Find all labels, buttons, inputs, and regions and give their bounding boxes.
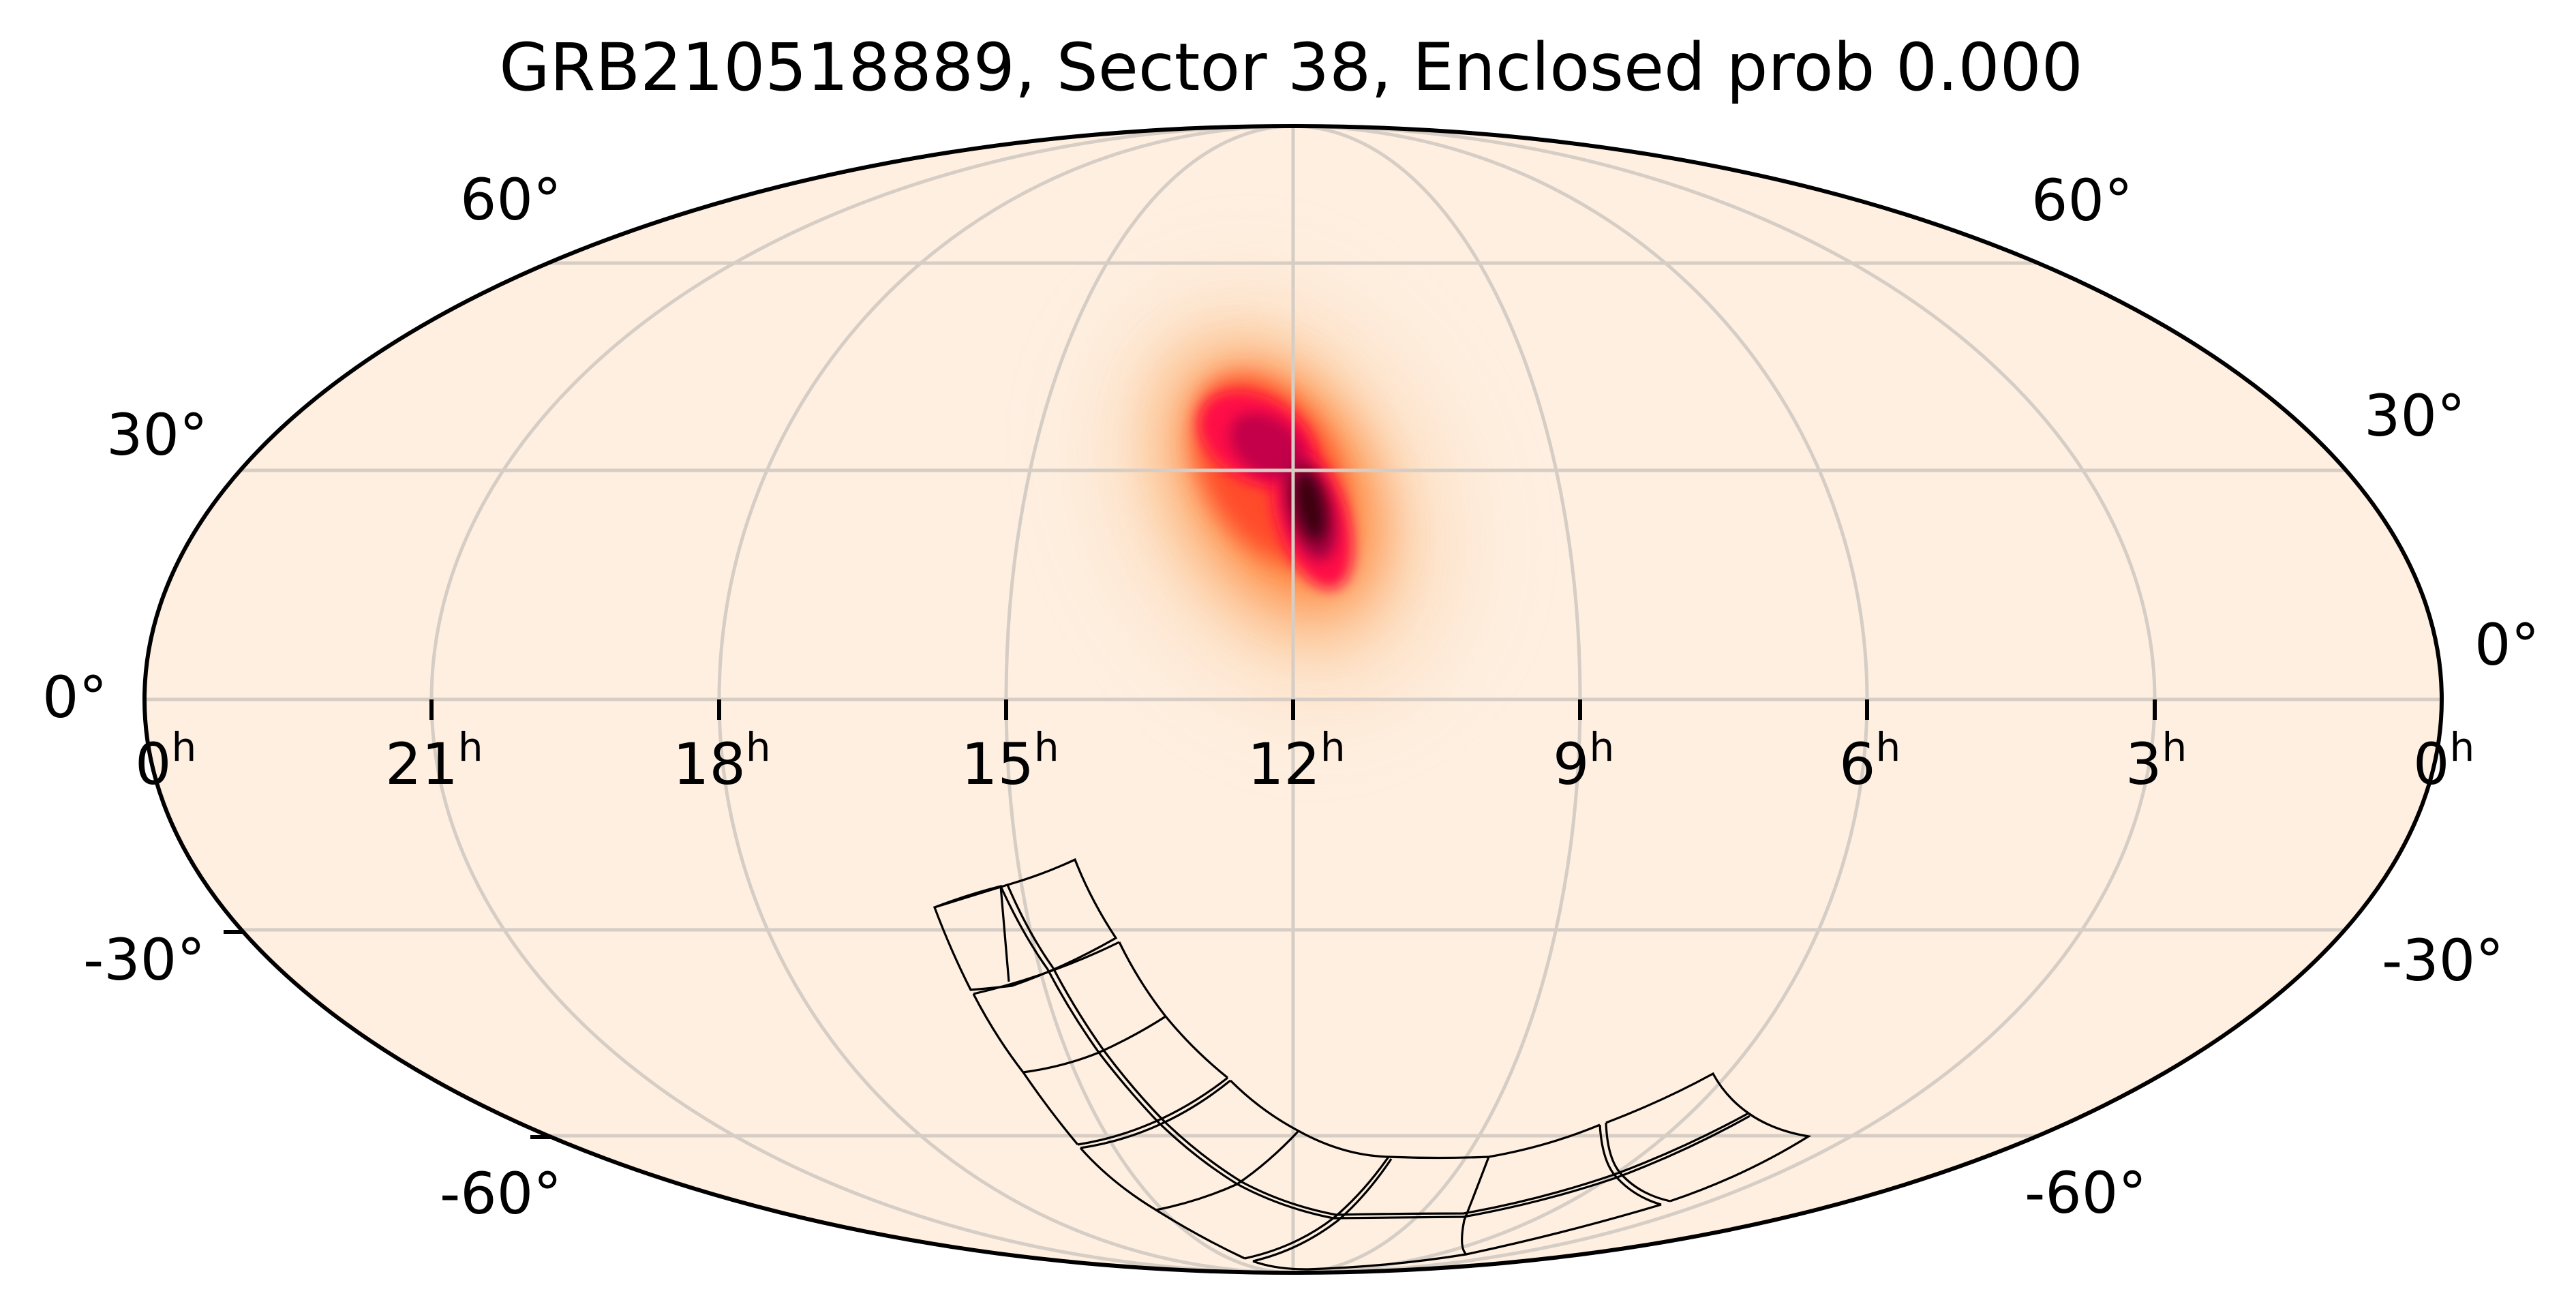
- camera-1-ccds: [933, 858, 1118, 991]
- dec-label-left-30: 30°: [106, 402, 208, 468]
- ra-label-3h: 3h: [2125, 724, 2187, 798]
- ra-label-0h-left: 0h: [135, 724, 196, 798]
- chart-title: GRB210518889, Sector 38, Enclosed prob 0…: [499, 29, 2083, 106]
- ra-label-6h: 6h: [1839, 724, 1900, 798]
- dec-label-right-m30: -30°: [2382, 927, 2504, 994]
- camera-2-ccds: [972, 941, 1229, 1146]
- dec-label-right-60: 60°: [2031, 167, 2133, 234]
- ra-label-9h: 9h: [1553, 724, 1614, 798]
- camera-3-ccds: [1079, 1079, 1389, 1260]
- dec-label-left-m30: -30°: [83, 926, 205, 993]
- ra-label-21h: 21h: [385, 724, 483, 798]
- tess-footprint: [933, 858, 1812, 1271]
- ra-label-12h: 12h: [1247, 724, 1346, 798]
- dec-label-left-0: 0°: [42, 664, 107, 731]
- dec-tick-labels-right: 60° 30° 0° -30° -60°: [2025, 167, 2539, 1226]
- dec-label-left-m60: -60°: [440, 1160, 562, 1227]
- dec-label-right-30: 30°: [2364, 382, 2466, 449]
- dec-tick-labels-left: 60° 30° 0° -30° -60°: [42, 166, 562, 1227]
- dec-label-right-m60: -60°: [2025, 1160, 2147, 1226]
- sky-frame: [142, 124, 2444, 1275]
- ra-ticks: [224, 699, 2157, 1139]
- ra-label-0h-right: 0h: [2413, 724, 2474, 798]
- ra-label-15h: 15h: [961, 724, 1059, 798]
- camera-4-ccds: [1252, 1072, 1812, 1271]
- dec-label-left-60: 60°: [460, 166, 562, 233]
- dec-label-right-0: 0°: [2474, 611, 2539, 678]
- ra-label-18h: 18h: [673, 724, 771, 798]
- ra-tick-labels: 0h 21h 18h 15h 12h 9h 6h 3h 0h: [135, 724, 2474, 798]
